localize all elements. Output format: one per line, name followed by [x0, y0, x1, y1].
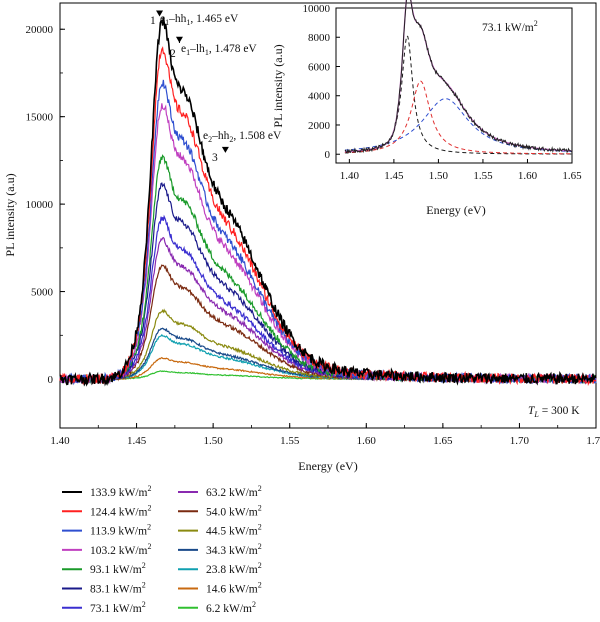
peak-number: 2 [170, 48, 176, 60]
legend-entry: 124.4 kW/m2 [90, 503, 152, 518]
peak-label: e1–hh1, 1.465 eV [160, 13, 239, 27]
legend-entry-sup: 2 [258, 523, 262, 532]
legend-entry: 34.3 kW/m2 [206, 542, 262, 557]
peak-marker-arrow [222, 147, 229, 153]
main-series-line [60, 183, 596, 382]
legend-entry-sup: 2 [258, 581, 262, 590]
main-y-axis-label: PL intensity (a.u) [3, 173, 17, 256]
legend-entry-sup: 2 [148, 503, 152, 512]
legend-entry-label: 113.9 kW/m [90, 526, 147, 538]
legend-entry: 103.2 kW/m2 [90, 542, 152, 557]
legend-entry-label: 63.2 kW/m [206, 487, 258, 499]
legend-entry-label: 103.2 kW/m [90, 545, 148, 557]
main-x-tick-label: 1.45 [127, 435, 147, 447]
legend-entry: 83.1 kW/m2 [90, 581, 146, 596]
legend-entry-sup: 2 [142, 600, 146, 609]
legend-entry: 133.9 kW/m2 [90, 484, 152, 499]
peak-label-part: , 1.478 eV [209, 43, 258, 55]
legend-entry: 44.5 kW/m2 [206, 523, 262, 538]
legend-entry: 73.1 kW/m2 [90, 600, 146, 615]
peak-annotations: 1 e1–hh1, 1.465 eV 2 e1–lh1, 1.478 eV 3 e2–hh… [150, 10, 282, 164]
inset-y-axis-label: PL intensity (a.u) [271, 44, 285, 127]
inset-x-tick-label: 1.50 [429, 170, 449, 182]
legend-entry-label: 73.1 kW/m [90, 603, 142, 615]
main-x-tick-label: 1.40 [50, 435, 70, 447]
main-x-axis-label: Energy (eV) [298, 459, 357, 473]
legend-entry-sup: 2 [142, 581, 146, 590]
peak-number: 3 [212, 152, 218, 164]
legend-entry-label: 124.4 kW/m [90, 506, 148, 518]
inset-y-tick-label: 8000 [308, 32, 331, 44]
peak-marker-arrow [176, 37, 183, 43]
legend-entry-label: 44.5 kW/m [206, 526, 258, 538]
legend-entry: 14.6 kW/m2 [206, 581, 262, 596]
main-x-tick-label: 1.65 [433, 435, 453, 447]
main-y-tick-label: 0 [48, 374, 54, 386]
inset-y-tick-label: 10000 [303, 3, 331, 15]
legend-entry-sup: 2 [258, 503, 262, 512]
legend-entry-sup: 2 [148, 542, 152, 551]
inset-x-axis-label: Energy (eV) [426, 203, 485, 217]
inset-y-tick-label: 0 [325, 149, 331, 161]
inset-y-tick-label: 4000 [308, 91, 331, 103]
legend-entry: 23.8 kW/m2 [206, 561, 262, 576]
inset-title-text: 73.1 kW/m [482, 22, 534, 34]
inset-x-tick-label: 1.60 [518, 170, 538, 182]
inset-y-tick-label: 2000 [308, 120, 331, 132]
legend-entry-sup: 2 [252, 600, 256, 609]
inset-x-tick-label: 1.65 [562, 170, 582, 182]
temperature-label: TL = 300 K [528, 405, 580, 419]
inset-x-tick-label: 1.45 [384, 170, 404, 182]
main-x-tick-label: 1.50 [204, 435, 224, 447]
legend-entry-label: 23.8 kW/m [206, 564, 258, 576]
inset-title: 73.1 kW/m2 [482, 19, 538, 34]
main-x-tick-label: 1.60 [357, 435, 377, 447]
main-y-tick-label: 10000 [26, 199, 54, 211]
main-x-tick-label: 1.70 [510, 435, 530, 447]
legend-entry: 6.2 kW/m2 [206, 600, 256, 615]
inset-x-tick-label: 1.40 [340, 170, 360, 182]
legend-entry-sup: 2 [148, 484, 152, 493]
peak-label-part: –hh [168, 13, 187, 25]
inset-x-tick-label: 1.55 [473, 170, 493, 182]
inset-title-sup: 2 [534, 19, 538, 28]
legend-entry-sup: 2 [147, 523, 151, 532]
inset-y-tick-label: 6000 [308, 61, 331, 73]
main-x-tick-label: 1.75 [586, 435, 600, 447]
main-y-tick-label: 5000 [31, 287, 54, 299]
legend-entry-sup: 2 [258, 561, 262, 570]
legend-entry-sup: 2 [258, 542, 262, 551]
legend-entry-sup: 2 [142, 561, 146, 570]
legend-entry-label: 54.0 kW/m [206, 506, 258, 518]
legend-entry: 93.1 kW/m2 [90, 561, 146, 576]
legend-entry-label: 14.6 kW/m [206, 584, 258, 596]
legend-entry: 54.0 kW/m2 [206, 503, 262, 518]
legend-entry: 113.9 kW/m2 [90, 523, 151, 538]
peak-label: e1–lh1, 1.478 eV [181, 43, 257, 57]
legend-entry-label: 6.2 kW/m [206, 603, 252, 615]
main-y-tick-label: 15000 [26, 112, 54, 124]
peak-number: 1 [150, 15, 156, 27]
peak-label-part: , 1.508 eV [233, 130, 282, 142]
peak-label: e2–hh2, 1.508 eV [203, 130, 282, 144]
peak-label-part: , 1.465 eV [190, 13, 239, 25]
legend-entry-label: 83.1 kW/m [90, 584, 142, 596]
legend-entry-sup: 2 [258, 484, 262, 493]
legend-entry-label: 133.9 kW/m [90, 487, 148, 499]
inset-background [332, 6, 574, 163]
main-y-tick-label: 20000 [26, 24, 54, 36]
legend-entry: 63.2 kW/m2 [206, 484, 262, 499]
peak-label-part: –lh [189, 43, 205, 55]
main-x-tick-label: 1.55 [280, 435, 300, 447]
legend-entry-label: 93.1 kW/m [90, 564, 142, 576]
legend-entry-label: 34.3 kW/m [206, 545, 258, 557]
peak-label-part: –hh [211, 130, 230, 142]
temperature-value: = 300 K [539, 405, 580, 417]
